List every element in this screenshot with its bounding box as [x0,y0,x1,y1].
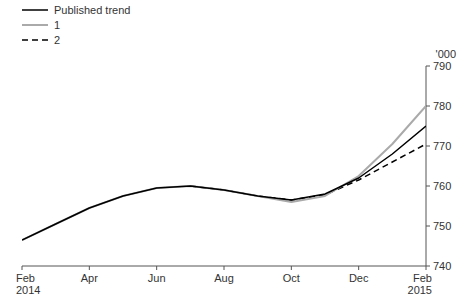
y-tick [426,106,430,107]
series-line [190,144,426,200]
x-tick-label: Aug [214,272,234,284]
x-tick-label: Feb2015 [408,272,432,296]
x-tick [89,266,90,270]
x-tick [224,266,225,270]
series-line [22,126,426,240]
legend-label: Published trend [54,4,130,16]
x-tick-label: Oct [283,272,300,284]
x-tick [426,266,427,270]
legend-swatch [22,24,48,26]
series-line [22,106,426,240]
y-tick [426,266,430,267]
x-tick-label: Jun [148,272,166,284]
plot-area [22,106,426,240]
chart: 740 750 760 770 780 790 Feb2014 Apr Jun Aug Oct Dec… [0,0,472,302]
y-tick [426,146,430,147]
x-tick [291,266,292,270]
x-tick [358,266,359,270]
y-tick-label: 750 [433,220,451,232]
y-tick-label: 740 [433,260,451,272]
legend-swatch [22,39,48,41]
y-tick-label: 760 [433,180,451,192]
x-tick-label: Apr [81,272,98,284]
y-axis [426,66,427,266]
y-axis-label: '000 [436,48,456,60]
x-tick-label: Feb2014 [16,272,40,296]
legend-swatch [22,9,48,11]
legend-label: 1 [54,19,60,31]
x-tick [22,266,23,270]
y-tick [426,66,430,67]
y-tick-label: 790 [433,60,451,72]
x-tick-label: Dec [349,272,369,284]
y-tick-label: 770 [433,140,451,152]
legend-label: 2 [54,34,60,46]
y-tick [426,226,430,227]
y-tick-label: 780 [433,100,451,112]
y-tick [426,186,430,187]
x-tick [156,266,157,270]
